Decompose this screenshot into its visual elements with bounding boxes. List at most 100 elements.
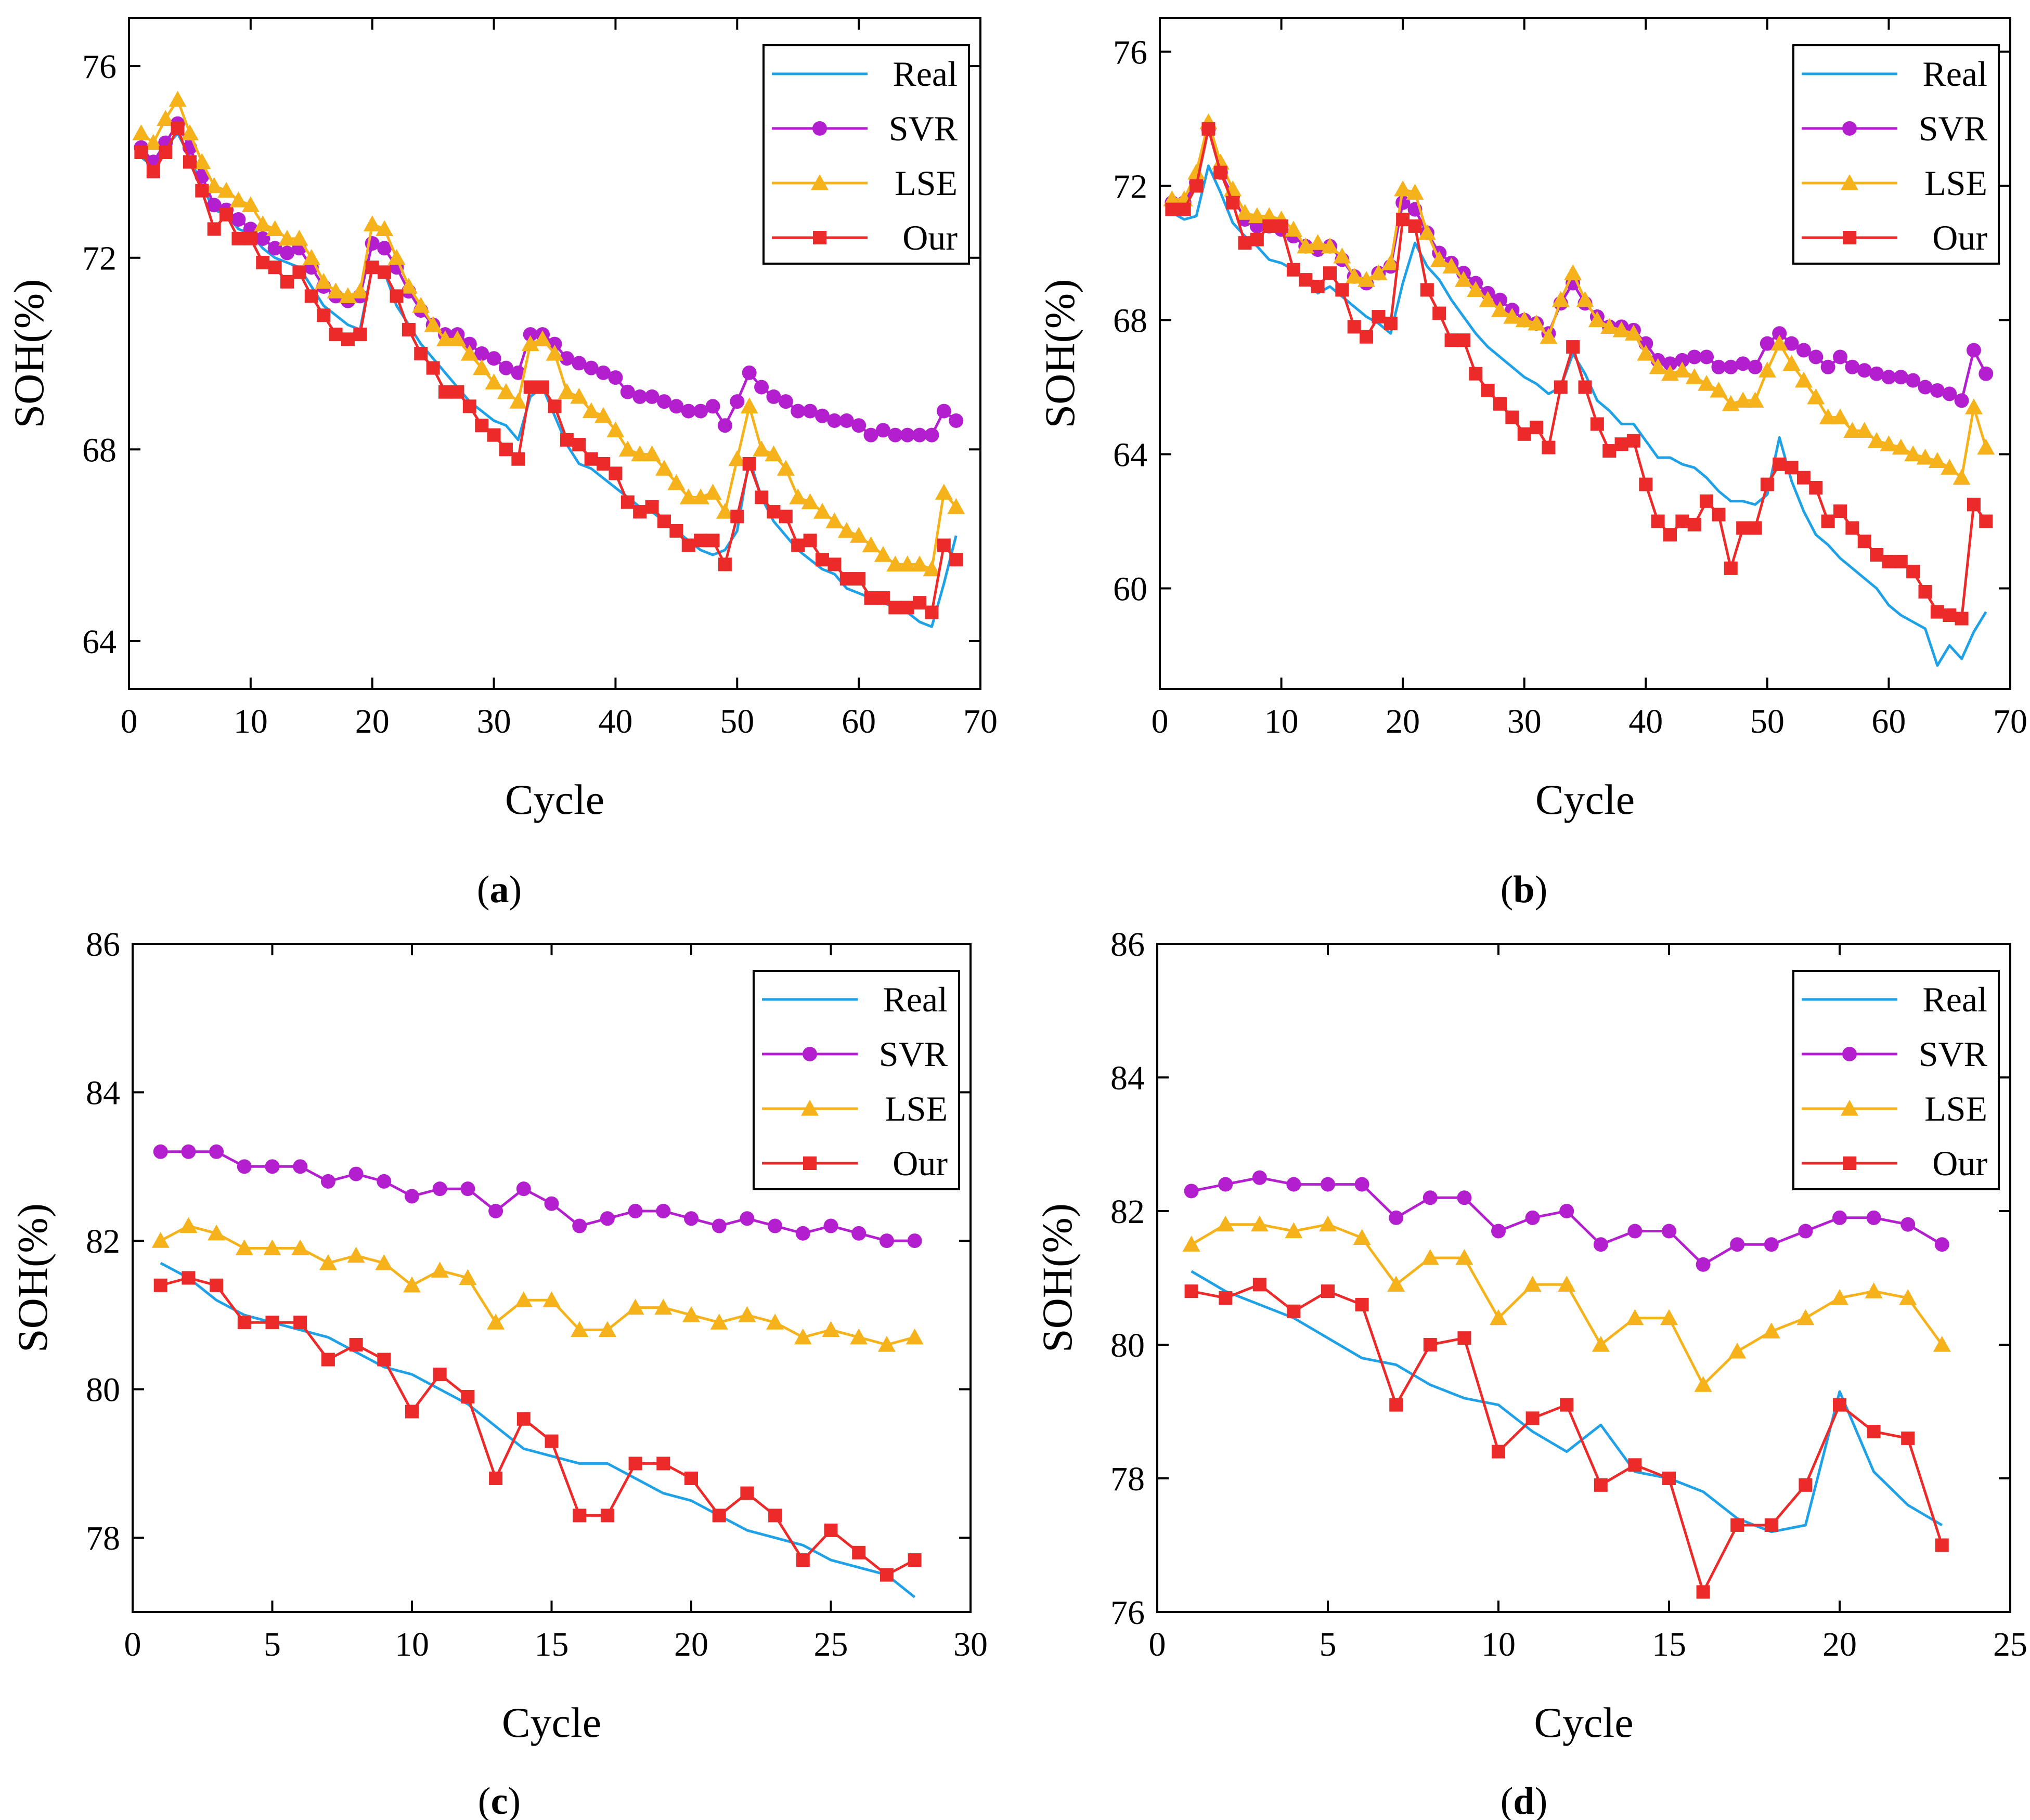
data-point-our <box>1469 367 1483 381</box>
data-point-svr <box>1832 1210 1847 1225</box>
legend-label-svr: SVR <box>1919 1034 1988 1074</box>
data-point-our <box>1833 504 1847 518</box>
data-point-lse <box>813 503 831 519</box>
x-tick-label: 5 <box>264 1626 281 1663</box>
data-point-lse <box>534 330 552 346</box>
data-point-lse <box>291 1239 309 1255</box>
data-point-our <box>304 289 318 303</box>
data-point-lse <box>399 278 418 294</box>
data-point-our <box>1935 1538 1949 1552</box>
data-point-lse <box>169 90 187 107</box>
data-point-our <box>584 452 598 466</box>
data-point-our <box>1628 1458 1642 1472</box>
data-point-svr <box>1900 1217 1916 1232</box>
data-point-our <box>706 534 720 548</box>
data-point-svr <box>1354 1177 1369 1192</box>
data-point-our <box>1724 561 1738 575</box>
data-point-our <box>475 419 489 433</box>
x-tick-label: 5 <box>1320 1626 1337 1663</box>
data-point-svr <box>684 1211 699 1226</box>
data-point-svr <box>1820 359 1835 374</box>
data-point-our <box>461 1389 475 1403</box>
data-point-lse <box>801 493 819 510</box>
data-point-lse <box>794 1328 812 1345</box>
data-point-svr <box>474 346 489 361</box>
legend-marker-lse <box>1841 1100 1858 1116</box>
data-point-lse <box>132 124 150 140</box>
data-point-svr <box>584 360 599 375</box>
y-tick-label: 80 <box>86 1371 120 1409</box>
y-axis-title: SOH(%) <box>9 1203 56 1353</box>
x-tick-label: 0 <box>1152 703 1169 740</box>
data-point-our <box>365 261 379 275</box>
data-point-our <box>1833 1398 1846 1412</box>
data-point-lse <box>241 196 260 212</box>
data-point-our <box>1165 202 1179 216</box>
data-point-our <box>1286 263 1300 277</box>
data-point-our <box>718 557 732 571</box>
data-point-our <box>1870 548 1884 562</box>
data-point-svr <box>1845 359 1860 374</box>
data-point-lse <box>1491 301 1509 317</box>
data-point-svr <box>1423 1190 1438 1205</box>
data-point-svr <box>1857 363 1872 378</box>
data-point-svr <box>1942 386 1957 401</box>
data-point-svr <box>1893 370 1908 385</box>
data-point-our <box>779 510 793 524</box>
data-point-our <box>1177 202 1191 216</box>
data-point-lse <box>521 335 539 352</box>
panel-label: (d) <box>1501 1780 1547 1820</box>
data-point-svr <box>778 394 793 409</box>
data-point-our <box>913 596 927 610</box>
data-point-lse <box>1357 271 1376 287</box>
data-point-lse <box>1406 184 1424 200</box>
data-point-lse <box>485 373 503 389</box>
data-point-our <box>1901 1431 1915 1445</box>
data-point-svr <box>1663 356 1677 371</box>
data-point-svr <box>766 389 781 404</box>
data-point-our <box>293 1316 307 1330</box>
legend-marker-svr <box>812 121 827 136</box>
data-point-lse <box>1564 264 1582 280</box>
data-point-lse <box>1770 334 1789 351</box>
data-point-lse <box>1333 247 1351 264</box>
data-point-our <box>573 1509 587 1523</box>
data-point-our <box>438 385 452 399</box>
data-point-svr <box>803 404 818 419</box>
plot-area <box>1182 1170 1951 1599</box>
data-point-our <box>1423 1338 1437 1351</box>
x-tick-label: 15 <box>1652 1626 1686 1663</box>
data-point-svr <box>681 404 696 419</box>
legend-marker-lse <box>811 174 829 190</box>
data-point-our <box>633 505 647 519</box>
data-point-lse <box>679 488 697 505</box>
y-tick-label: 76 <box>82 48 117 86</box>
data-point-svr <box>237 1159 252 1174</box>
data-point-svr <box>1772 326 1787 341</box>
data-point-lse <box>710 1314 728 1330</box>
data-point-svr <box>1525 1210 1540 1225</box>
data-point-lse <box>1626 1309 1644 1325</box>
data-point-svr <box>1934 1237 1949 1252</box>
data-point-lse <box>1698 375 1716 391</box>
data-point-our <box>1651 514 1665 528</box>
data-point-svr <box>559 351 574 366</box>
data-point-lse <box>1892 438 1910 455</box>
data-point-our <box>1614 437 1628 451</box>
data-point-lse <box>1673 361 1691 378</box>
data-point-svr <box>405 1189 419 1204</box>
data-point-svr <box>632 389 648 404</box>
data-point-our <box>1578 380 1592 394</box>
data-point-our <box>1857 535 1871 549</box>
data-point-lse <box>235 1239 253 1255</box>
data-point-lse <box>1321 237 1339 254</box>
legend-label-our: Our <box>893 1143 948 1183</box>
data-point-lse <box>850 527 868 543</box>
data-point-lse <box>509 393 527 409</box>
legend-label-real: Real <box>1922 54 1987 94</box>
data-point-svr <box>740 1211 755 1226</box>
data-point-our <box>880 1568 894 1582</box>
legend-box <box>753 970 960 1190</box>
data-point-svr <box>888 427 903 443</box>
data-point-lse <box>1217 1215 1235 1232</box>
